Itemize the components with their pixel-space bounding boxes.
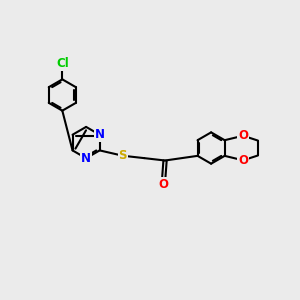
Text: Cl: Cl [56,57,69,70]
Text: O: O [238,154,248,167]
Text: N: N [81,152,91,165]
Text: N: N [95,128,105,141]
Text: O: O [159,178,169,191]
Text: O: O [238,129,248,142]
Text: S: S [118,149,127,162]
